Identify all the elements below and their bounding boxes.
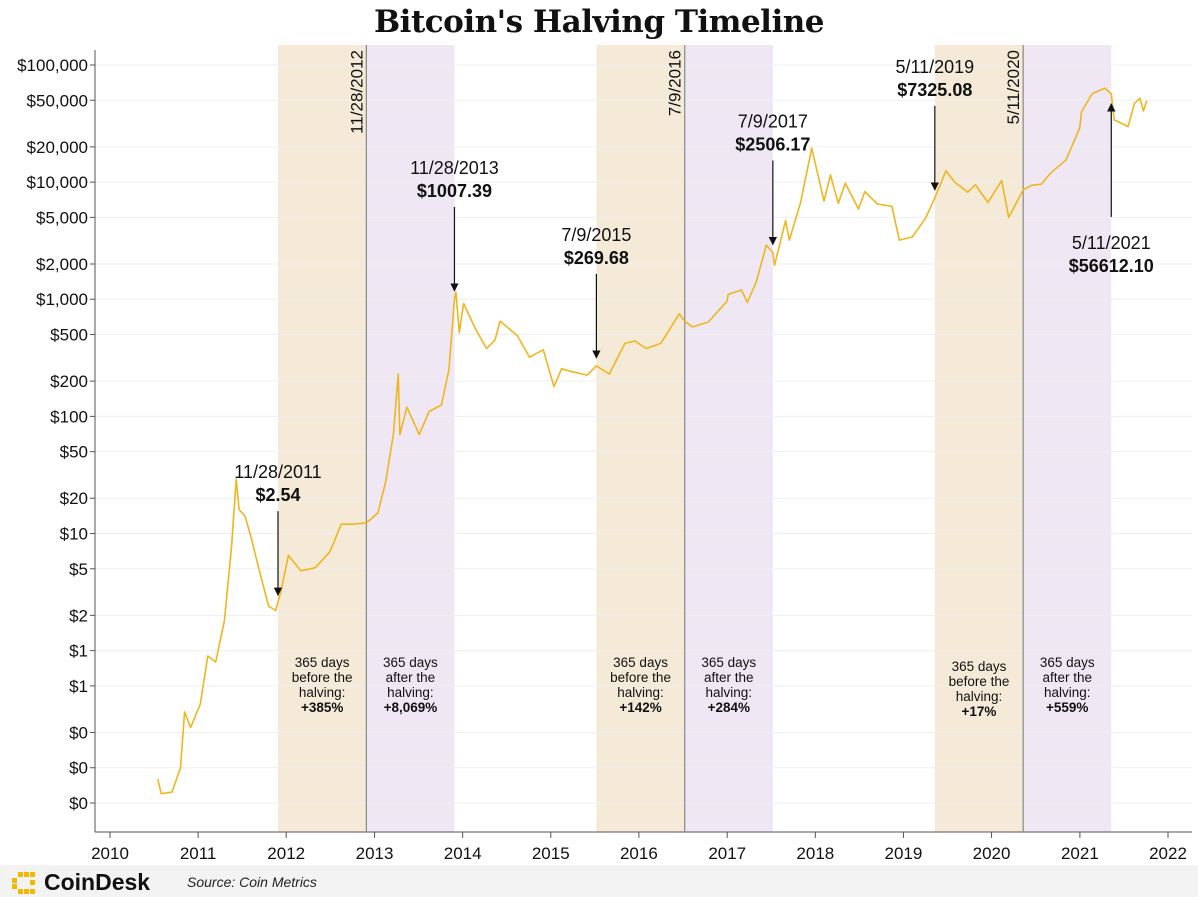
halving-label-2: 5/11/2020 [1004, 50, 1023, 124]
band-text-4-2: halving: [956, 689, 1003, 704]
band-before-2 [596, 45, 685, 832]
brand-name: CoinDesk [44, 869, 151, 895]
x-tick-label-4: 2014 [444, 844, 482, 863]
x-tick-label-7: 2017 [708, 844, 746, 863]
y-tick-label-18: $0 [69, 759, 88, 778]
y-tick-label-4: $5,000 [36, 208, 88, 227]
band-before-0 [278, 45, 367, 832]
band-text-0-2: halving: [299, 685, 346, 700]
halving-label-0: 11/28/2012 [347, 50, 366, 134]
footer-bar [0, 865, 1198, 897]
x-tick-label-12: 2022 [1149, 844, 1187, 863]
band-after-5 [1023, 45, 1112, 832]
y-tick-label-8: $200 [50, 372, 88, 391]
y-tick-label-13: $5 [69, 560, 88, 579]
band-text-0-0: 365 days [295, 655, 350, 670]
x-tick-label-2: 2012 [267, 844, 305, 863]
y-tick-label-1: $50,000 [27, 91, 88, 110]
band-text-1-2: halving: [387, 685, 434, 700]
x-tick-label-9: 2019 [885, 844, 923, 863]
y-tick-label-10: $50 [60, 443, 88, 462]
band-text-5-2: halving: [1044, 685, 1091, 700]
x-tick-label-6: 2016 [620, 844, 658, 863]
band-pct-2: +142% [619, 700, 661, 715]
x-tick-label-1: 2011 [180, 844, 217, 863]
band-text-3-2: halving: [706, 685, 753, 700]
y-tick-label-16: $1 [69, 677, 88, 696]
x-tick-label-11: 2021 [1061, 844, 1099, 863]
annotation-price-2: $269.68 [564, 248, 629, 268]
x-tick-label-3: 2013 [356, 844, 394, 863]
annotation-date-5: 5/11/2021 [1072, 233, 1151, 253]
band-text-4-0: 365 days [952, 659, 1007, 674]
band-text-4-1: before the [949, 674, 1010, 689]
chart-title: Bitcoin's Halving Timeline [373, 4, 825, 40]
y-tick-label-5: $2,000 [36, 255, 88, 274]
annotation-price-5: $56612.10 [1069, 256, 1154, 276]
annotation-price-0: $2.54 [255, 485, 300, 505]
band-after-3 [684, 45, 773, 832]
y-tick-label-14: $2 [69, 606, 88, 625]
y-tick-label-3: $10,000 [27, 173, 88, 192]
band-text-2-2: halving: [617, 685, 664, 700]
band-text-5-1: after the [1042, 670, 1092, 685]
coindesk-logo[interactable]: CoinDesk [12, 869, 150, 896]
band-text-1-1: after the [386, 670, 436, 685]
y-tick-label-11: $20 [60, 489, 88, 508]
band-pct-3: +284% [708, 700, 750, 715]
y-tick-label-0: $100,000 [17, 56, 88, 75]
x-tick-label-8: 2018 [796, 844, 834, 863]
source-note: Source: Coin Metrics [187, 874, 317, 890]
band-text-1-0: 365 days [383, 655, 438, 670]
annotation-date-3: 7/9/2017 [738, 112, 808, 132]
band-text-5-0: 365 days [1040, 655, 1095, 670]
y-tick-label-19: $0 [69, 794, 88, 813]
x-tick-label-5: 2015 [532, 844, 570, 863]
band-text-3-1: after the [704, 670, 754, 685]
band-pct-5: +559% [1046, 700, 1088, 715]
x-tick-label-10: 2020 [973, 844, 1011, 863]
y-tick-label-6: $1,000 [36, 290, 88, 309]
annotation-price-1: $1007.39 [417, 181, 492, 201]
band-text-0-1: before the [292, 670, 353, 685]
y-tick-label-9: $100 [50, 407, 88, 426]
annotation-price-3: $2506.17 [735, 135, 810, 155]
band-pct-4: +17% [962, 704, 997, 719]
annotation-price-4: $7325.08 [897, 80, 972, 100]
y-tick-label-2: $20,000 [27, 138, 88, 157]
halving-label-1: 7/9/2016 [666, 50, 685, 116]
annotation-date-2: 7/9/2015 [561, 225, 631, 245]
annotation-date-4: 5/11/2019 [895, 57, 974, 77]
band-after-1 [366, 45, 455, 832]
band-text-2-1: before the [610, 670, 671, 685]
annotation-date-0: 11/28/2011 [234, 462, 321, 482]
x-tick-label-0: 2010 [91, 844, 129, 863]
coindesk-logo-icon [12, 871, 38, 894]
annotation-date-1: 11/28/2013 [410, 158, 499, 178]
band-text-2-0: 365 days [613, 655, 668, 670]
y-tick-label-15: $1 [69, 642, 88, 661]
y-tick-label-7: $500 [50, 326, 88, 345]
y-tick-label-12: $10 [60, 524, 88, 543]
band-pct-0: +385% [301, 700, 343, 715]
band-text-3-0: 365 days [701, 655, 756, 670]
y-tick-label-17: $0 [69, 723, 88, 742]
band-pct-1: +8,069% [384, 700, 438, 715]
